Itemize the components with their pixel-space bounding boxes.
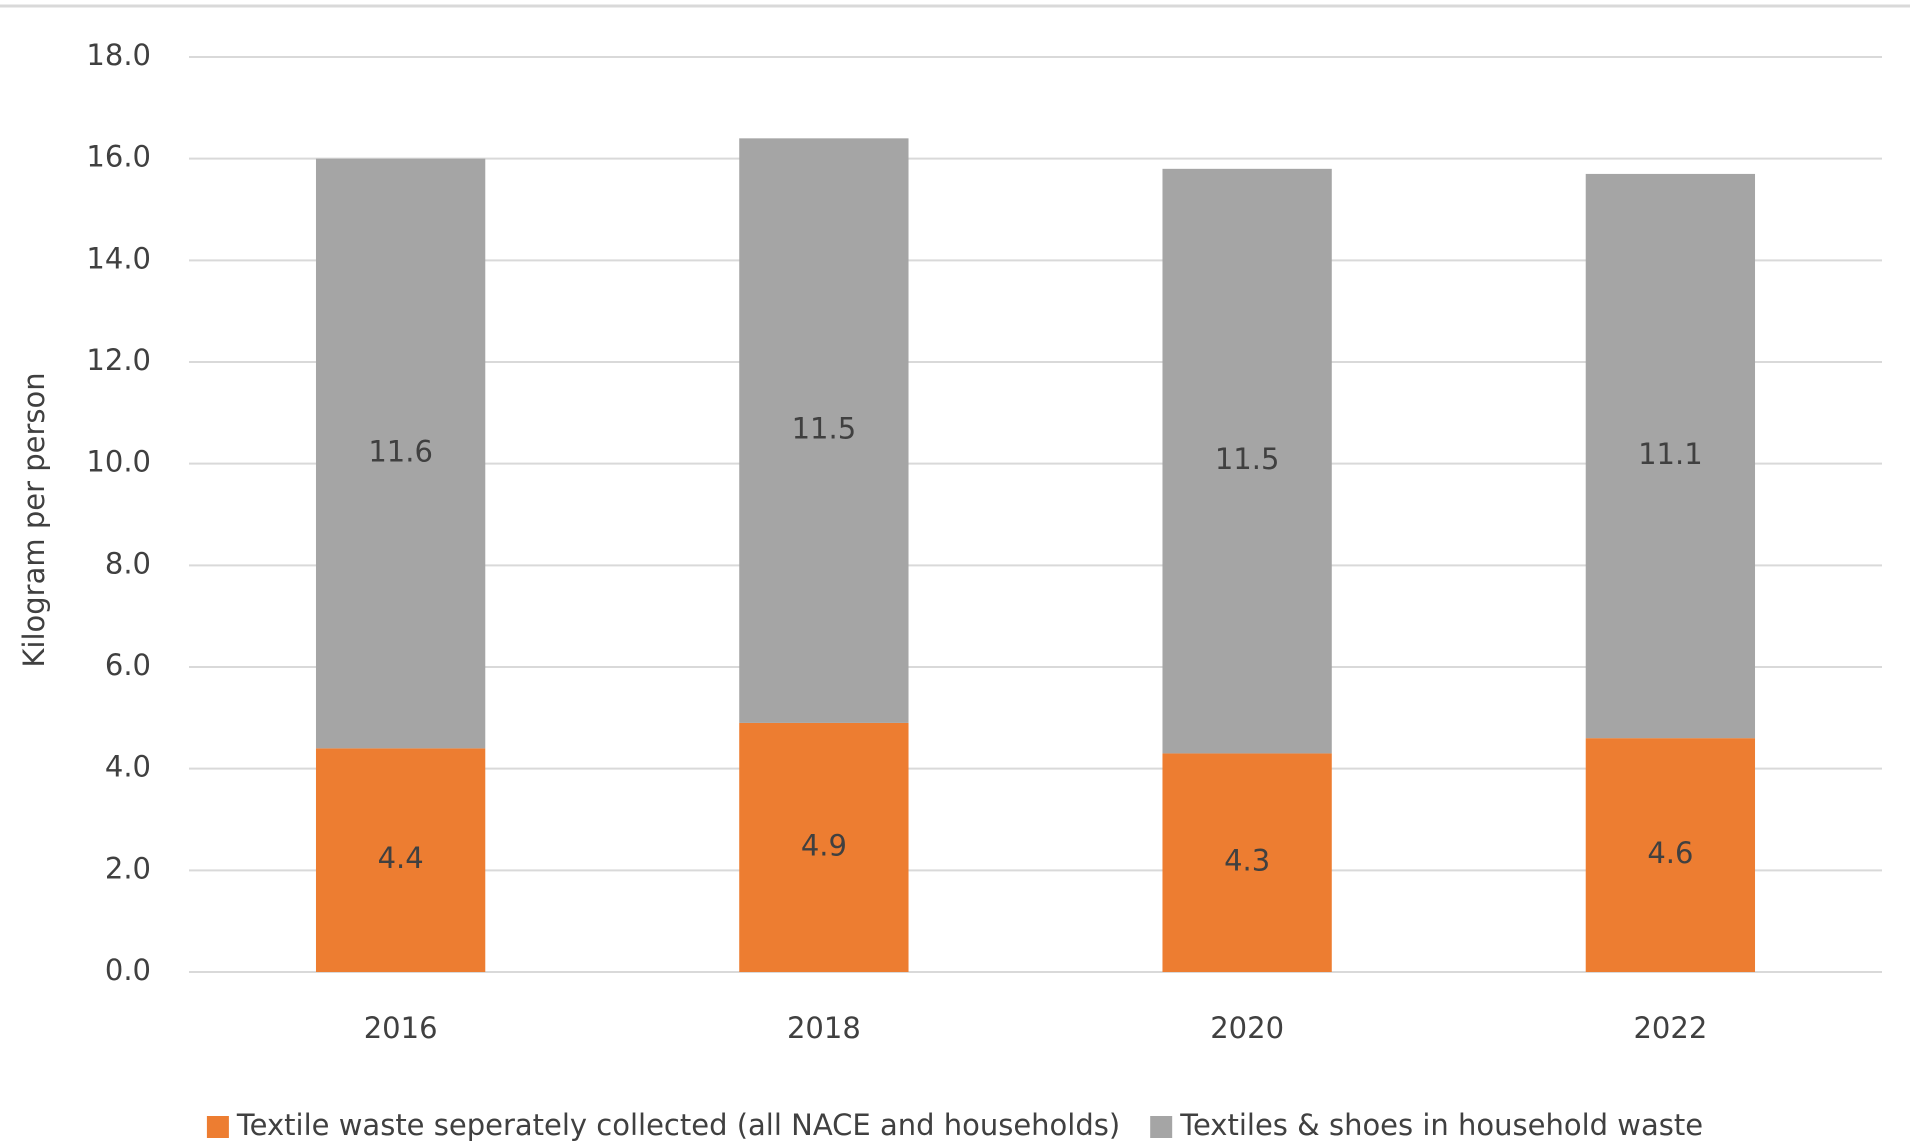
legend-label: Textile waste seperately collected (all … xyxy=(236,1108,1120,1142)
data-label: 11.5 xyxy=(1215,442,1280,476)
y-tick-label: 18.0 xyxy=(86,38,151,72)
x-tick-label: 2022 xyxy=(1633,1011,1707,1045)
x-tick-label: 2020 xyxy=(1210,1011,1284,1045)
y-tick-label: 16.0 xyxy=(86,140,151,174)
y-axis-label: Kilogram per person xyxy=(17,372,51,667)
bar-segment xyxy=(315,748,486,972)
y-tick-label: 12.0 xyxy=(86,343,151,377)
x-tick-label: 2016 xyxy=(364,1011,438,1045)
legend-swatch xyxy=(1150,1116,1173,1138)
x-tick-label: 2018 xyxy=(787,1011,861,1045)
bar-segment xyxy=(1585,173,1756,739)
y-tick-label: 14.0 xyxy=(86,241,151,275)
legend-swatch xyxy=(206,1116,229,1138)
data-label: 4.4 xyxy=(378,841,424,875)
data-label: 11.6 xyxy=(368,435,433,469)
y-tick-label: 0.0 xyxy=(105,953,151,987)
y-tick-label: 10.0 xyxy=(86,445,151,479)
bar-segment xyxy=(739,722,909,972)
data-label: 4.6 xyxy=(1647,836,1693,870)
legend-label: Textiles & shoes in household waste xyxy=(1179,1108,1703,1142)
y-tick-label: 8.0 xyxy=(105,546,151,580)
bar-segment xyxy=(1162,753,1332,972)
data-label: 11.5 xyxy=(792,412,857,446)
bar-segment xyxy=(315,158,486,749)
bar-segment xyxy=(1585,738,1756,972)
bar-segment xyxy=(1162,168,1332,754)
y-tick-label: 6.0 xyxy=(105,648,151,682)
data-label: 4.9 xyxy=(801,828,847,862)
bar-segment xyxy=(739,138,909,723)
y-tick-label: 4.0 xyxy=(105,750,151,784)
y-tick-label: 2.0 xyxy=(105,851,151,885)
data-label: 4.3 xyxy=(1224,844,1270,878)
data-label: 11.1 xyxy=(1638,437,1703,471)
